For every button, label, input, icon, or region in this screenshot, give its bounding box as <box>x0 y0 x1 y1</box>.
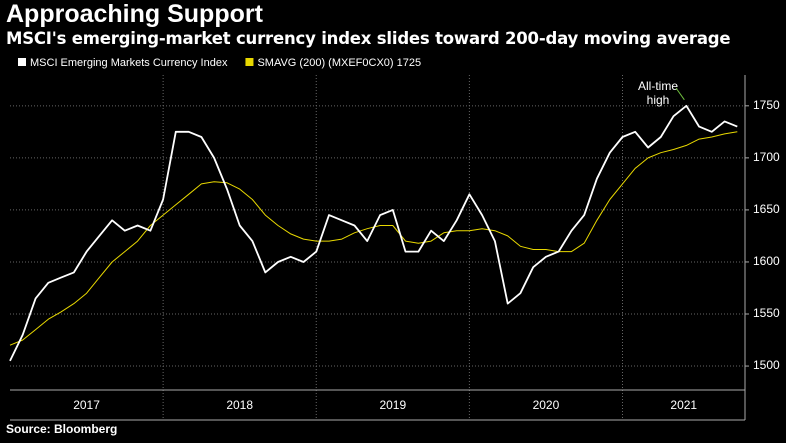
x-tick-label: 2017 <box>73 398 100 412</box>
annotation: All-time <box>638 79 678 93</box>
annotation-arrow <box>675 87 685 101</box>
legend-swatch <box>245 58 254 66</box>
x-tick-label: 2019 <box>379 398 406 412</box>
chart-title: Approaching Support <box>6 0 263 28</box>
x-tick-label: 2021 <box>670 398 697 412</box>
x-tick-label: 2018 <box>226 398 253 412</box>
y-tick-label: 1550 <box>753 306 780 320</box>
y-tick-label: 1650 <box>753 202 780 216</box>
y-tick-label: 1600 <box>753 254 780 268</box>
source: Source: Bloomberg <box>6 422 118 436</box>
series-line <box>9 104 738 362</box>
legend-swatch <box>18 58 26 66</box>
legend-label: MSCI Emerging Markets Currency Index <box>30 57 228 69</box>
y-tick-label: 1500 <box>753 358 780 372</box>
annotation: high <box>647 93 670 107</box>
x-tick-label: 2020 <box>533 398 560 412</box>
legend: MSCI Emerging Markets Currency Index SMAV… <box>18 57 421 69</box>
y-tick-label: 1750 <box>753 98 780 112</box>
series-line <box>9 131 738 346</box>
legend-label: SMAVG (200) (MXEF0CX0) 1725 <box>257 57 421 69</box>
chart-subtitle: MSCI's emerging-market currency index sl… <box>6 29 731 48</box>
y-tick-label: 1700 <box>753 150 780 164</box>
